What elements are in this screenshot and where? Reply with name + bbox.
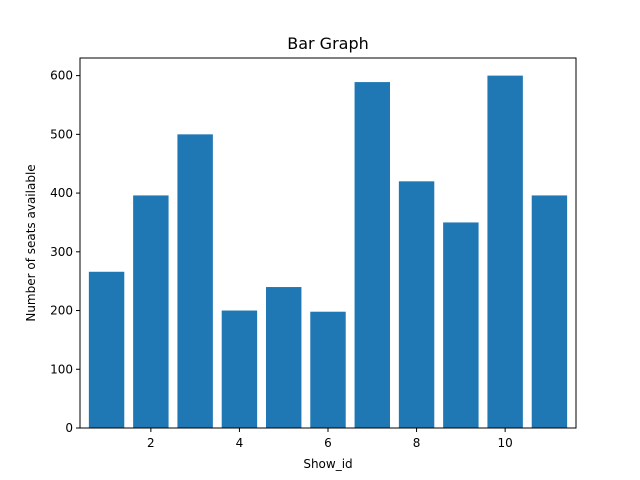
x-tick-label: 8 [413, 436, 421, 450]
bar-10 [487, 75, 523, 428]
x-axis: 2 4 6 8 10 [147, 428, 513, 450]
y-tick-label: 400 [50, 186, 73, 200]
y-tick-label: 0 [65, 421, 73, 435]
y-tick-label: 300 [50, 245, 73, 259]
y-tick-label: 200 [50, 304, 73, 318]
bar-11 [531, 195, 568, 428]
x-axis-label: Show_id [303, 457, 352, 471]
y-axis: 0 100 200 300 400 500 600 [50, 69, 80, 435]
y-tick-label: 500 [50, 127, 73, 141]
x-tick-label: 6 [324, 436, 332, 450]
y-tick-label: 600 [50, 69, 73, 83]
y-tick-label: 100 [50, 362, 73, 376]
bar-3 [177, 134, 213, 428]
bar-8 [398, 181, 435, 428]
y-axis-label: Number of seats available [24, 164, 38, 321]
bar-1 [88, 271, 125, 428]
x-tick-label: 2 [147, 436, 155, 450]
bar-6 [310, 311, 346, 428]
bar-4 [221, 310, 258, 428]
chart-title: Bar Graph [287, 34, 369, 53]
bar-5 [266, 287, 302, 428]
bar-2 [133, 195, 169, 428]
x-tick-label: 4 [236, 436, 244, 450]
bars-group [88, 75, 568, 428]
bar-9 [443, 222, 479, 428]
x-tick-label: 10 [498, 436, 513, 450]
bar-7 [354, 82, 390, 428]
